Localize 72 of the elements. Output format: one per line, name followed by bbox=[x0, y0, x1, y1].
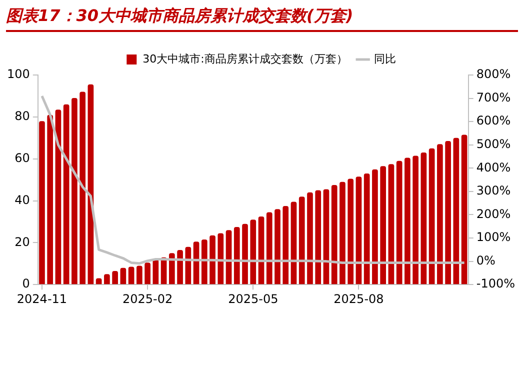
y2-tick-label: 400% bbox=[476, 160, 511, 174]
y2-tick-label: 200% bbox=[476, 206, 511, 221]
x-tick-label: 2025-05 bbox=[228, 292, 278, 306]
bar bbox=[420, 152, 427, 284]
bar bbox=[396, 160, 402, 284]
bar bbox=[290, 202, 297, 284]
bar bbox=[250, 220, 256, 284]
bar bbox=[412, 156, 418, 284]
bar bbox=[144, 262, 150, 284]
y-tick-label: 60 bbox=[14, 150, 30, 165]
bar bbox=[331, 185, 338, 284]
legend-label: 30大中城市:商品房累计成交套数（万套） bbox=[142, 52, 348, 66]
bar bbox=[315, 190, 322, 284]
bar bbox=[404, 158, 410, 284]
bar bbox=[323, 189, 330, 284]
bar bbox=[168, 253, 175, 284]
bar bbox=[356, 176, 362, 284]
bar bbox=[340, 182, 346, 284]
bar bbox=[453, 138, 460, 284]
y2-tick-label: 700% bbox=[476, 90, 511, 104]
bar bbox=[210, 235, 216, 284]
y2-tick-label: 0% bbox=[476, 253, 496, 268]
bar bbox=[307, 192, 313, 284]
bar bbox=[152, 259, 159, 284]
bar bbox=[218, 233, 224, 284]
bar bbox=[80, 92, 86, 284]
bar bbox=[380, 166, 386, 284]
bar bbox=[372, 169, 378, 284]
bar bbox=[63, 104, 70, 284]
bar bbox=[234, 226, 240, 284]
bar bbox=[72, 98, 78, 284]
y2-tick-label: 300% bbox=[476, 184, 511, 198]
bar bbox=[364, 174, 370, 284]
bar bbox=[388, 164, 394, 284]
legend-label: 同比 bbox=[374, 52, 396, 66]
y-tick-label: 100 bbox=[7, 67, 30, 82]
y-tick-label: 40 bbox=[14, 192, 30, 207]
bar bbox=[47, 114, 54, 284]
x-tick-label: 2025-02 bbox=[122, 292, 173, 306]
bar bbox=[39, 121, 45, 284]
y2-tick-label: -100% bbox=[476, 276, 516, 291]
bar bbox=[55, 110, 62, 284]
bar bbox=[136, 266, 142, 284]
y2-tick-label: 500% bbox=[476, 136, 511, 151]
y-tick-label: 20 bbox=[14, 234, 30, 249]
bar bbox=[120, 268, 126, 284]
bar bbox=[282, 206, 289, 284]
bar bbox=[258, 216, 264, 284]
bar bbox=[445, 141, 451, 284]
bar bbox=[298, 196, 305, 284]
y2-tick-label: 600% bbox=[476, 114, 511, 128]
bar bbox=[104, 274, 110, 284]
bar bbox=[112, 270, 118, 284]
bar bbox=[274, 209, 280, 284]
y2-tick-label: 800% bbox=[476, 67, 511, 82]
bar bbox=[428, 148, 435, 284]
chart-title: 图表17：30大中城市商品房累计成交套数(万套) bbox=[6, 4, 518, 32]
bar bbox=[128, 266, 134, 284]
bar bbox=[226, 230, 232, 284]
x-tick-label: 2024-11 bbox=[16, 292, 68, 306]
y-tick-label: 80 bbox=[14, 109, 30, 124]
bar bbox=[201, 240, 208, 284]
bar bbox=[348, 178, 354, 284]
bar bbox=[461, 134, 468, 284]
x-tick-label: 2025-08 bbox=[334, 292, 384, 306]
bar bbox=[185, 246, 192, 284]
y-tick-label: 0 bbox=[22, 276, 30, 291]
y2-tick-label: 100% bbox=[476, 230, 511, 244]
bar bbox=[242, 224, 248, 284]
bar bbox=[177, 250, 183, 284]
bar bbox=[266, 212, 272, 284]
bar bbox=[437, 144, 443, 284]
